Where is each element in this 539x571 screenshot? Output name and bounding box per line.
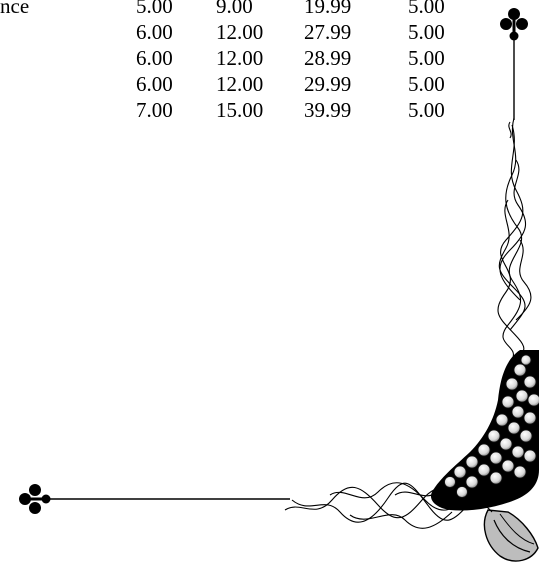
corner-leaf-icon [473, 499, 539, 562]
table-cell: 5.00 [136, 0, 173, 18]
top-fleuron-icon [500, 8, 528, 41]
table-cell: 27.99 [304, 20, 352, 44]
table-cell: 12.00 [216, 20, 264, 44]
pearl-beads [444, 354, 539, 498]
vertical-vine [497, 117, 532, 366]
table-cell: 6.00 [136, 46, 173, 70]
table-cell: 29.99 [304, 72, 352, 96]
table-cell: 12.00 [216, 72, 264, 96]
border-lines [48, 38, 515, 500]
table-cell: 19.99 [304, 0, 352, 18]
table-cell: 7.00 [136, 98, 173, 122]
price-table: nce 5.00 9.00 19.99 5.00 6.00 12.00 27.9… [0, 0, 470, 134]
row-label: nce [0, 0, 30, 18]
table-cell: 9.00 [216, 0, 253, 18]
table-cell: 12.00 [216, 46, 264, 70]
table-row: 6.00 12.00 29.99 5.00 [0, 72, 470, 98]
table-row: 6.00 12.00 27.99 5.00 [0, 20, 470, 46]
table-row: 7.00 15.00 39.99 5.00 [0, 98, 470, 124]
table-cell: 6.00 [136, 20, 173, 44]
table-cell: 15.00 [216, 98, 264, 122]
table-cell: 5.00 [408, 72, 445, 96]
table-cell: 5.00 [408, 46, 445, 70]
table-cell: 6.00 [136, 72, 173, 96]
table-cell: 28.99 [304, 46, 352, 70]
table-cell: 5.00 [408, 98, 445, 122]
table-row: nce 5.00 9.00 19.99 5.00 [0, 0, 470, 20]
table-cell: 5.00 [408, 0, 445, 18]
table-cell: 5.00 [408, 20, 445, 44]
table-row: 6.00 12.00 28.99 5.00 [0, 46, 470, 72]
left-fleuron-icon [19, 484, 51, 514]
table-cell: 39.99 [304, 98, 352, 122]
